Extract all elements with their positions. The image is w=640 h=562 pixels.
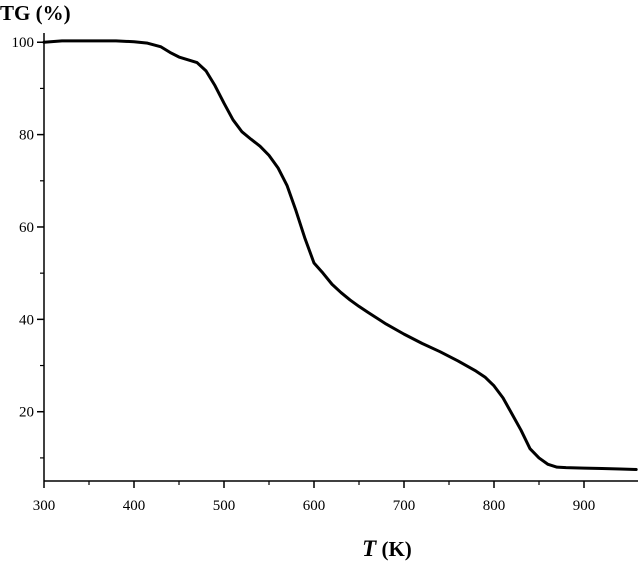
x-tick-label: 600	[303, 498, 326, 514]
y-tick-label: 100	[12, 35, 35, 51]
x-tick-label: 700	[393, 498, 416, 514]
x-tick-label: 900	[573, 498, 596, 514]
y-tick-label: 80	[19, 128, 34, 144]
x-tick-label: 800	[483, 498, 506, 514]
y-tick-label: 40	[19, 312, 34, 328]
x-tick-label: 400	[123, 498, 146, 514]
x-axis-ticks: 300 400 500 600 700 800 900	[33, 481, 596, 514]
y-axis-ticks: 20 40 60 80 100	[12, 35, 44, 459]
x-axis-unit: (K)	[376, 537, 412, 561]
series-group	[42, 39, 638, 471]
x-axis: 300 400 500 600 700 800 900	[33, 480, 638, 514]
x-tick-label: 300	[33, 498, 56, 514]
y-tick-label: 20	[19, 405, 34, 421]
y-axis: 20 40 60 80 100	[12, 33, 45, 481]
x-tick-label: 500	[213, 498, 236, 514]
y-tick-label: 60	[19, 220, 34, 236]
tg-curve	[42, 39, 638, 471]
x-axis-title: T (K)	[362, 536, 412, 561]
y-axis-title: TG (%)	[0, 1, 71, 25]
x-axis-variable: T	[362, 536, 377, 561]
